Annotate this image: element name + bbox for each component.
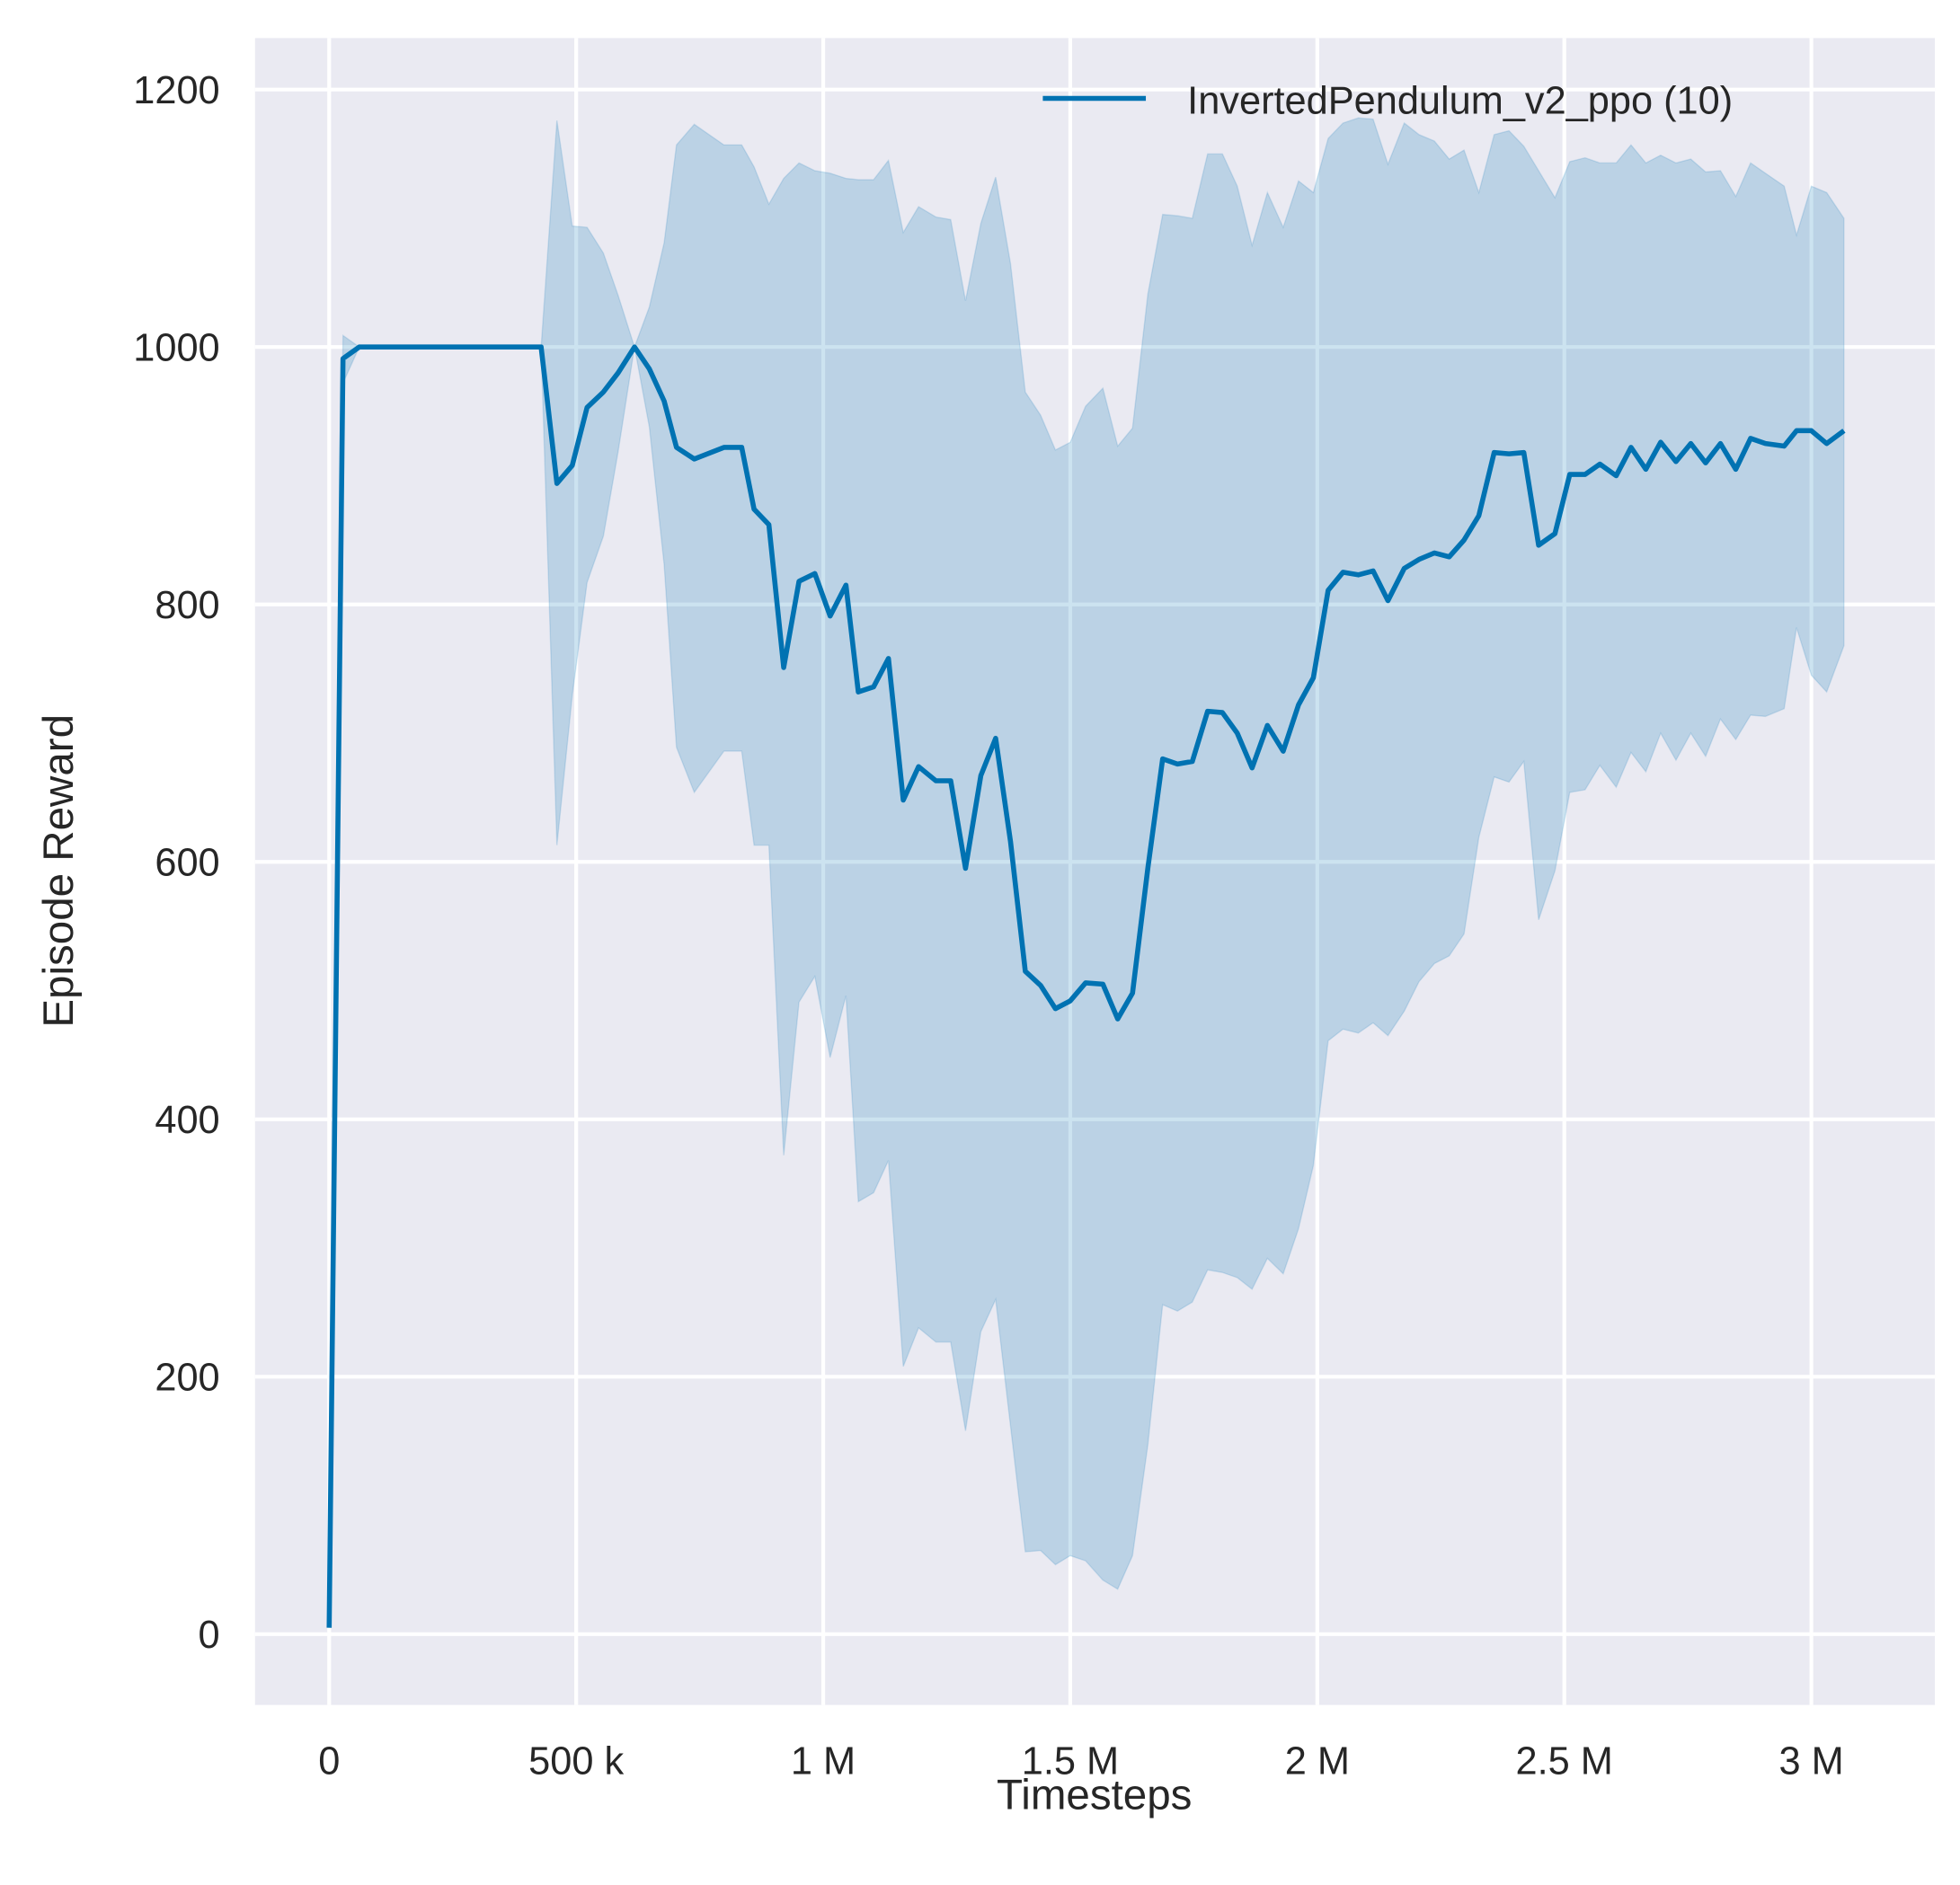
- y-tick-label: 1000: [133, 327, 219, 370]
- y-tick-label: 600: [155, 842, 219, 885]
- x-tick-label: 1.5 M: [1022, 1740, 1119, 1783]
- legend: InvertedPendulum_v2_ppo (10): [1042, 79, 1733, 122]
- y-axis-label: Episode Reward: [35, 714, 83, 1028]
- y-tick-label: 800: [155, 584, 219, 627]
- x-axis-label: Timesteps: [997, 1772, 1192, 1819]
- x-tick-label: 0: [318, 1740, 340, 1783]
- y-tick-label: 1200: [133, 69, 219, 112]
- y-tick-label: 0: [199, 1614, 220, 1657]
- plot-background: [254, 38, 1936, 1705]
- x-tick-label: 1 M: [791, 1740, 856, 1783]
- x-tick-label: 2.5 M: [1516, 1740, 1613, 1783]
- x-tick-label: 3 M: [1778, 1740, 1843, 1783]
- mean-line: [326, 344, 1846, 1628]
- y-tick-label: 400: [155, 1099, 219, 1142]
- tick-labels: 0 500 k 1 M 1.5 M 2 M 2.5 M 3 M 0 200 400 600 800 10…: [133, 69, 1843, 1783]
- y-tick-label: 200: [155, 1357, 219, 1400]
- legend-label: InvertedPendulum_v2_ppo (10): [1187, 79, 1733, 122]
- x-tick-label: 500 k: [528, 1740, 624, 1783]
- x-tick-label: 2 M: [1285, 1740, 1350, 1783]
- grid: [254, 38, 1936, 1705]
